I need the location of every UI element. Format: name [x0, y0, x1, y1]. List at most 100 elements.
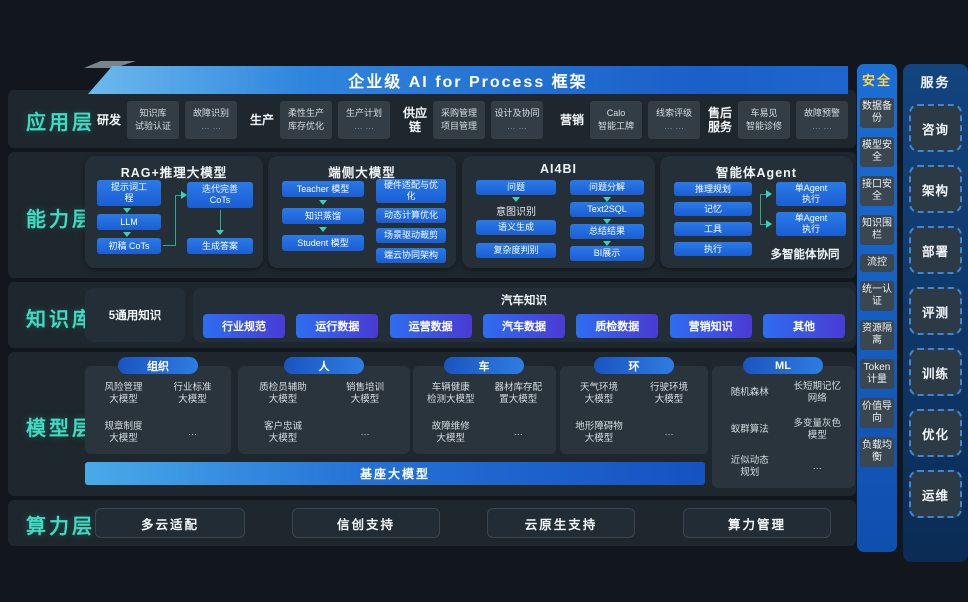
- security-item: 数据备份: [860, 98, 894, 128]
- flow-node-summarize-result: 总结结果: [570, 224, 644, 239]
- app-card-line: 采购管理: [441, 108, 478, 118]
- model-item: 故障维修 大模型: [431, 420, 470, 444]
- model-item: 规章制度 大模型: [104, 420, 143, 444]
- flow-node-question-decompose: 问题分解: [570, 180, 644, 195]
- app-card-line: 车易见: [750, 108, 778, 118]
- app-group-production: 生产 柔性生产 库存优化 生产计划 … …: [250, 101, 391, 139]
- knowledge-pill: 运营数据: [389, 314, 472, 338]
- knowledge-pill: 营销知识: [669, 314, 752, 338]
- flow-node-text2sql: Text2SQL: [570, 202, 644, 217]
- compute-item-multicloud: 多云适配: [95, 508, 245, 538]
- model-item: 销售培训 大模型: [345, 381, 384, 405]
- model-item: 天气环境 大模型: [579, 381, 618, 405]
- app-card: 线索评级 … …: [648, 101, 701, 139]
- layer-label-capability: 能力层: [26, 209, 95, 231]
- arrow-down-icon: [603, 197, 611, 202]
- model-group-vehicle: 车辆健康 检测大模型 器材库存配 置大模型 故障维修 大模型 …: [413, 366, 556, 454]
- flow-node-hardware-adapt: 硬件适配与优 化: [376, 179, 446, 203]
- app-card: 生产计划 … …: [338, 101, 391, 139]
- arrow-right-icon: [766, 190, 772, 198]
- layer-label-knowledge: 知识库: [26, 309, 95, 331]
- layer-label-application: 应用层: [26, 112, 95, 134]
- knowledge-pill: 汽车数据: [482, 314, 565, 338]
- compute-item-compute-mgmt: 算力管理: [683, 508, 831, 538]
- flow-node-iterate-cots: 迭代完善 CoTs: [187, 182, 253, 208]
- flow-node-bi-display: BI展示: [570, 246, 644, 261]
- flow-node-single-agent-exec: 单Agent 执行: [776, 182, 846, 206]
- capability-box-title: RAG+推理大模型: [120, 166, 228, 180]
- model-item: 行业标准 大模型: [173, 381, 212, 405]
- foundation-model-bar: 基座大模型: [85, 462, 705, 485]
- framework-title: 企业级 AI for Process 框架: [348, 74, 588, 91]
- service-item: 部署: [909, 226, 962, 274]
- capability-box-title: 智能体Agent: [716, 166, 797, 180]
- app-card-line: 智能工牌: [598, 121, 635, 131]
- app-card-line: 柔性生产: [288, 108, 325, 118]
- app-card: Calo 智能工牌: [590, 101, 643, 139]
- model-item: 多变量灰色 模型: [793, 417, 841, 441]
- security-item: 负载均衡: [860, 437, 894, 467]
- app-card-line: 试验认证: [135, 121, 172, 131]
- model-category-pill: 环: [594, 357, 674, 374]
- app-card-line: 设计及协同: [494, 108, 540, 118]
- app-card-line: … …: [663, 121, 685, 131]
- app-card-line: 项目管理: [441, 121, 478, 131]
- app-card: 采购管理 项目管理: [433, 101, 486, 139]
- model-category-pill: 组织: [118, 357, 198, 374]
- arrow-down-icon: [319, 200, 327, 205]
- flow-node-prompt-engineering: 提示词工 程: [97, 180, 161, 206]
- security-item: 接口安全: [860, 176, 894, 206]
- model-category-pill: 车: [444, 357, 524, 374]
- model-item: 蚁群算法: [730, 423, 769, 435]
- app-card-line: 故障识别: [193, 108, 230, 118]
- service-item: 训练: [909, 348, 962, 396]
- flow-node-llm: LLM: [97, 214, 161, 230]
- app-card: 故障预警 … …: [796, 101, 849, 139]
- connector-line: [175, 195, 182, 196]
- flow-node-tools: 工具: [674, 222, 752, 236]
- app-card-line: … …: [811, 121, 833, 131]
- automotive-knowledge-box: 汽车知识 行业规范 运行数据 运营数据 汽车数据 质检数据 营销知识 其他: [193, 288, 855, 342]
- model-item: …: [513, 426, 524, 438]
- general-knowledge-box: 5通用知识: [85, 288, 185, 342]
- flow-node-teacher-model: Teacher 模型: [282, 181, 364, 197]
- capability-box-ai4bi: AI4BI 问题 意图识别 语义生成 复杂度判别 问题分解 Text2SQL 总…: [462, 156, 655, 268]
- automotive-knowledge-title: 汽车知识: [501, 295, 547, 307]
- service-item: 架构: [909, 165, 962, 213]
- knowledge-pill: 质检数据: [576, 314, 659, 338]
- arrow-down-icon: [123, 232, 131, 237]
- flow-node-execute: 执行: [674, 242, 752, 256]
- layer-label-model: 模型层: [26, 418, 95, 440]
- app-card-line: 知识库: [139, 108, 167, 118]
- app-group-marketing: 营销 Calo 智能工牌 线索评级 … …: [560, 101, 701, 139]
- flow-node-single-agent-exec: 单Agent 执行: [776, 212, 846, 236]
- app-group-label: 研发: [97, 113, 122, 127]
- model-item: 随机森林: [730, 386, 769, 398]
- arrow-down-icon: [603, 219, 611, 224]
- service-panel: 服务 咨询 架构 部署 评测 训练 优化 运维: [903, 64, 968, 562]
- security-panel: 安全 数据备份 模型安全 接口安全 知识围栏 流控 统一认证 资源隔离 Toke…: [857, 64, 897, 552]
- capability-box-agent: 智能体Agent 推理规划 记忆 工具 执行 单Agent 执行 单Agent …: [660, 156, 853, 268]
- flow-node-scene-pruning: 场景驱动裁剪: [376, 228, 446, 243]
- capability-box-title: 端侧大模型: [328, 166, 396, 180]
- model-item: 行驶环境 大模型: [649, 381, 688, 405]
- arrow-down-icon: [123, 208, 131, 213]
- flow-node-cloud-edge-arch: 端云协同架构: [376, 248, 446, 263]
- app-group-label: 供应 链: [403, 106, 428, 134]
- capability-box-title: AI4BI: [540, 162, 577, 176]
- model-item: …: [360, 426, 370, 438]
- security-item: 模型安全: [860, 137, 894, 167]
- security-item: 价值导向: [860, 398, 894, 428]
- service-item: 优化: [909, 409, 962, 457]
- layer-label-compute: 算力层: [26, 516, 95, 538]
- app-card: 车易见 智能诊修: [738, 101, 791, 139]
- security-item: 流控: [860, 254, 894, 272]
- service-panel-title: 服务: [920, 75, 951, 90]
- knowledge-pill: 运行数据: [296, 314, 379, 338]
- app-group-label: 生产: [250, 113, 275, 127]
- connector-line: [760, 224, 767, 225]
- compute-item-cloud-native: 云原生支持: [487, 508, 635, 538]
- model-item: 器材库存配 置大模型: [494, 381, 542, 405]
- flow-node-memory: 记忆: [674, 202, 752, 216]
